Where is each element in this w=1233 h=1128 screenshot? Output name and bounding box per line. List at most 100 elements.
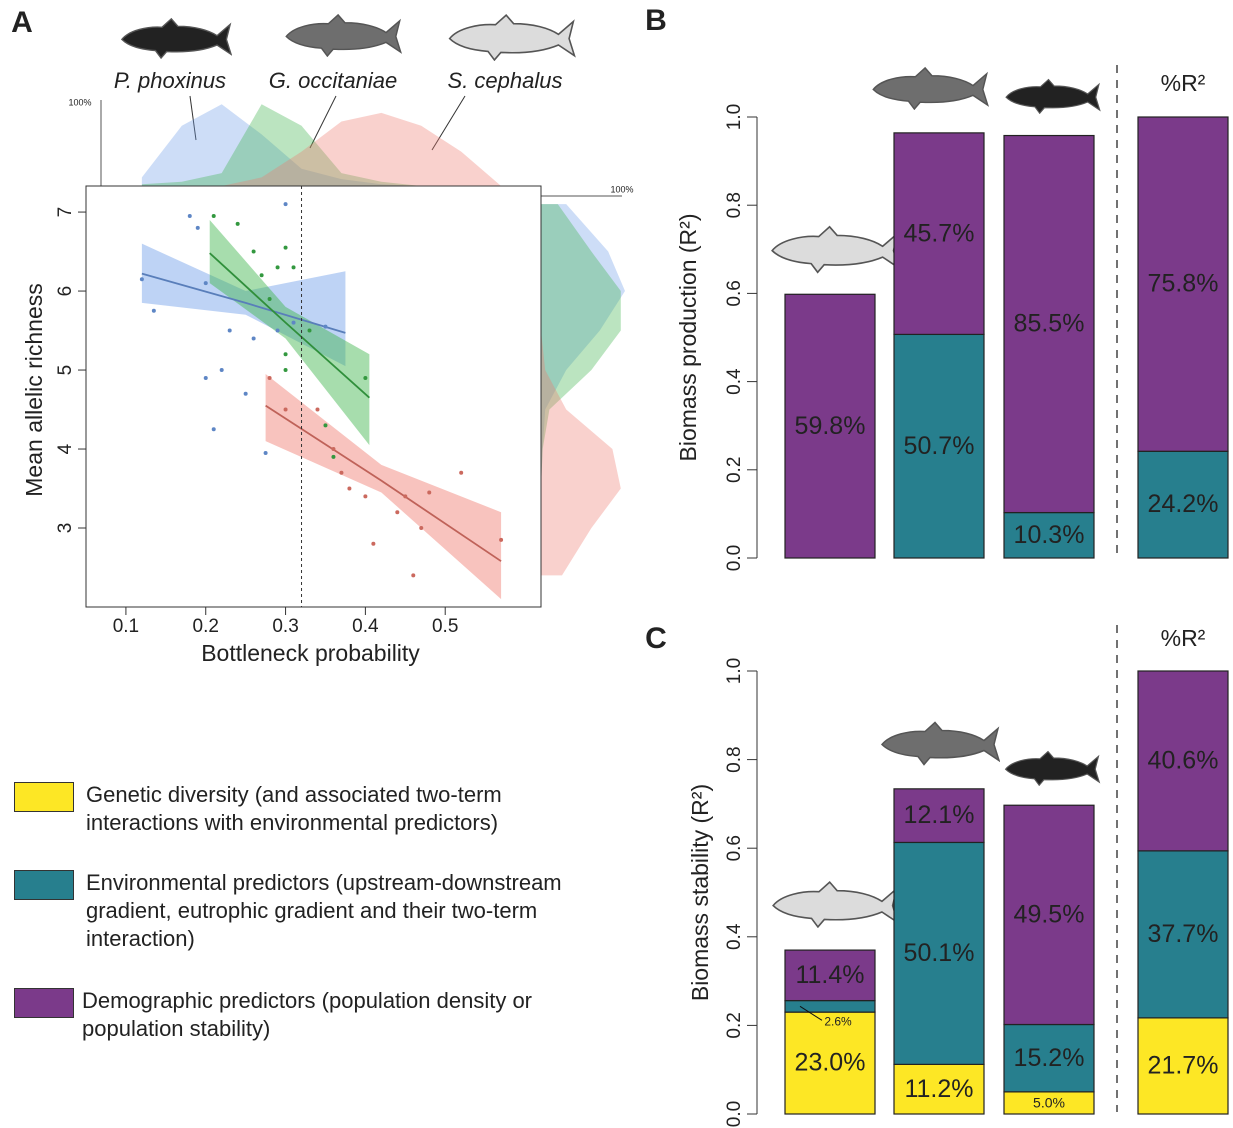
point: [188, 214, 192, 218]
point: [284, 408, 288, 412]
point: [427, 490, 431, 494]
point: [459, 471, 463, 475]
value-label: 10.3%: [1014, 521, 1085, 549]
point: [252, 250, 256, 254]
point: [284, 246, 288, 250]
legend-swatch: [14, 870, 74, 900]
bar-segment: [785, 1001, 875, 1013]
x-tick-label: 0.1: [113, 616, 139, 637]
value-label: 15.2%: [1014, 1044, 1085, 1072]
point: [236, 222, 240, 226]
fish-icon: [450, 15, 575, 60]
point: [196, 226, 200, 230]
point: [228, 329, 232, 333]
x-axis-label: Bottleneck probability: [201, 640, 420, 666]
category-label: %R²: [1161, 70, 1206, 96]
value-label: 50.7%: [904, 432, 975, 460]
y-axis-label: Mean allelic richness: [21, 283, 47, 496]
x-tick-label: 0.5: [432, 616, 458, 637]
category-label: %R²: [1161, 625, 1206, 651]
point: [204, 376, 208, 380]
point: [220, 368, 224, 372]
species-label: G. occitaniae: [269, 68, 397, 93]
value-label: 85.5%: [1014, 310, 1085, 338]
point: [363, 376, 367, 380]
point: [323, 325, 327, 329]
value-label: 37.7%: [1148, 920, 1219, 948]
y-tick-label: 5: [55, 365, 76, 376]
point: [244, 392, 248, 396]
figure: A 100% 100% P. phoxinus G. occitaniae S. ceph…: [0, 0, 1233, 1128]
point: [268, 376, 272, 380]
point: [292, 321, 296, 325]
marginal-label: 100%: [68, 97, 91, 107]
fish-icon: [1006, 80, 1100, 114]
y-axis-label: Biomass stability (R²): [687, 784, 713, 1001]
marginal-label: 100%: [610, 184, 633, 194]
point: [371, 542, 375, 546]
y-tick-label: 0.6: [724, 280, 745, 306]
legend-label: Environmental predictors (upstream-downs…: [86, 869, 621, 953]
panel-letter: B: [645, 4, 667, 37]
value-label: 40.6%: [1148, 747, 1219, 775]
y-tick-label: 0.6: [724, 835, 745, 861]
y-tick-label: 0.0: [724, 545, 745, 571]
point: [260, 273, 264, 277]
point: [419, 526, 423, 530]
y-tick-label: 4: [55, 443, 76, 454]
fish-icon: [873, 68, 987, 109]
point: [276, 329, 280, 333]
point: [363, 494, 367, 498]
point: [308, 329, 312, 333]
value-label: 11.4%: [795, 961, 864, 989]
y-tick-label: 1.0: [724, 658, 745, 684]
point: [323, 423, 327, 427]
point: [264, 451, 268, 455]
y-tick-label: 0.8: [724, 192, 745, 218]
point: [331, 455, 335, 459]
point: [347, 487, 351, 491]
legend-swatch: [14, 988, 74, 1018]
point: [276, 265, 280, 269]
value-label: 11.2%: [904, 1075, 973, 1103]
legend-label: Demographic predictors (population densi…: [82, 987, 607, 1043]
point: [268, 297, 272, 301]
y-tick-label: 1.0: [724, 104, 745, 130]
x-tick-label: 0.2: [193, 616, 219, 637]
y-tick-label: 0.0: [724, 1101, 745, 1127]
point: [284, 202, 288, 206]
fish-icon: [122, 19, 231, 58]
fish-icon: [772, 227, 899, 272]
y-tick-label: 6: [55, 286, 76, 297]
chart: A 100% 100% P. phoxinus G. occitaniae S. ceph…: [0, 0, 1233, 1128]
value-label: 50.1%: [904, 939, 975, 967]
point: [204, 281, 208, 285]
y-tick-label: 0.2: [724, 457, 745, 483]
y-tick-label: 0.2: [724, 1012, 745, 1038]
point: [140, 277, 144, 281]
species-label: P. phoxinus: [114, 68, 226, 93]
point: [252, 336, 256, 340]
point: [292, 265, 296, 269]
value-label: 23.0%: [795, 1049, 866, 1077]
fish-icon: [1006, 752, 1100, 786]
fish-icon: [286, 15, 400, 56]
y-tick-label: 0.8: [724, 746, 745, 772]
species-label: S. cephalus: [448, 68, 563, 93]
point: [315, 408, 319, 412]
point: [339, 471, 343, 475]
point: [403, 494, 407, 498]
point: [411, 573, 415, 577]
x-tick-label: 0.3: [272, 616, 298, 637]
legend-label: Genetic diversity (and associated two-te…: [86, 781, 596, 837]
point: [152, 309, 156, 313]
point: [284, 352, 288, 356]
point: [395, 510, 399, 514]
panel-letter: A: [11, 6, 33, 39]
legend-swatch: [14, 782, 74, 812]
y-tick-label: 7: [55, 207, 76, 218]
y-tick-label: 3: [55, 523, 76, 534]
x-tick-label: 0.4: [352, 616, 379, 637]
value-label: 59.8%: [795, 412, 866, 440]
value-label: 2.6%: [824, 1015, 852, 1029]
